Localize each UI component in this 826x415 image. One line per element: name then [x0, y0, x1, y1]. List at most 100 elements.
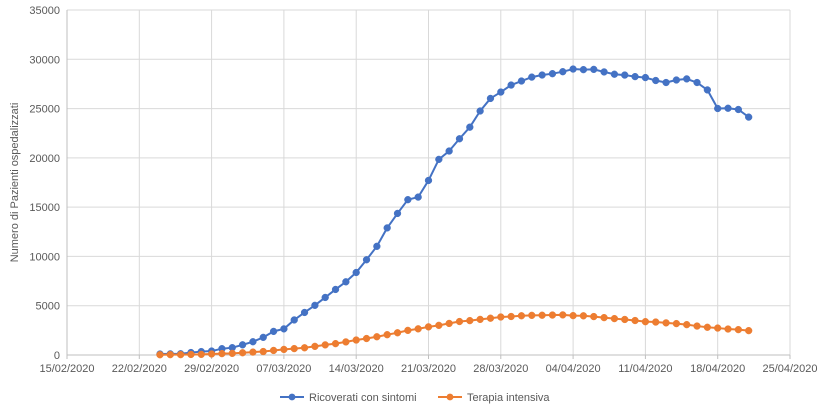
y-tick-label: 30000: [29, 54, 60, 66]
data-point: [548, 70, 557, 78]
data-point: [621, 315, 629, 324]
data-point: [724, 104, 732, 112]
x-tick-label: 14/03/2020: [329, 363, 384, 375]
data-point: [724, 325, 732, 333]
data-point: [238, 341, 247, 349]
data-point: [455, 317, 464, 326]
data-point: [383, 331, 391, 339]
data-point: [559, 311, 567, 319]
data-point: [342, 278, 350, 286]
data-point: [559, 68, 567, 76]
data-point: [269, 327, 278, 336]
data-point: [672, 319, 681, 328]
data-point: [631, 316, 639, 325]
x-tick-label: 21/03/2020: [401, 363, 456, 375]
data-point: [538, 71, 546, 79]
data-point: [435, 155, 443, 164]
y-tick-label: 15000: [29, 202, 60, 214]
data-point: [280, 345, 288, 354]
data-point: [228, 349, 236, 358]
data-point: [321, 341, 329, 349]
data-point: [631, 72, 639, 81]
data-point: [321, 293, 329, 302]
data-point: [683, 320, 691, 329]
data-point: [383, 224, 391, 232]
y-tick-label: 10000: [29, 251, 60, 263]
series-line: [159, 313, 749, 356]
data-point: [641, 73, 650, 82]
y-tick-label: 0: [54, 350, 60, 362]
axis-labels: 0 5000 10000 15000 20000 25000 30000 35000 15/02…: [9, 5, 818, 375]
data-point: [652, 76, 660, 85]
data-point: [714, 324, 722, 332]
x-tick-label: 11/04/2020: [618, 363, 672, 375]
data-point: [269, 346, 278, 355]
data-point: [352, 336, 360, 344]
data-point: [517, 312, 526, 320]
x-tick-label: 18/04/2020: [690, 363, 745, 375]
data-point: [311, 301, 319, 309]
legend: Ricoverati con sintomi Terapia intensiva: [280, 392, 550, 404]
data-point: [218, 349, 226, 358]
data-point: [517, 77, 526, 85]
data-point: [497, 313, 505, 321]
data-point: [352, 268, 360, 277]
data-point: [734, 325, 743, 334]
data-point: [156, 351, 164, 359]
data-point: [569, 65, 577, 73]
data-point: [362, 334, 371, 343]
data-point: [590, 65, 598, 74]
data-point: [300, 308, 309, 317]
data-point: [662, 78, 670, 87]
y-tick-label: 20000: [29, 153, 60, 165]
data-point: [466, 316, 474, 325]
y-tick-label: 25000: [29, 104, 60, 116]
legend-item: Terapia intensiva: [438, 392, 550, 404]
x-tick-label: 29/02/2020: [184, 363, 239, 375]
data-point: [528, 311, 536, 319]
data-point: [693, 322, 701, 330]
x-tick-label: 15/02/2020: [39, 363, 94, 375]
data-point: [486, 314, 495, 322]
series-2: [156, 311, 753, 359]
y-axis-title: Numero di Pazienti ospedalizzati: [9, 103, 21, 263]
legend-label: Terapia intensiva: [467, 392, 550, 404]
data-point: [672, 76, 681, 84]
data-point: [207, 350, 216, 358]
data-point: [683, 75, 691, 83]
data-point: [404, 326, 412, 335]
data-point: [249, 348, 257, 356]
data-point: [466, 123, 474, 131]
data-point: [621, 71, 629, 79]
x-tick-label: 25/04/2020: [762, 363, 817, 375]
y-tick-label: 35000: [29, 5, 60, 17]
legend-swatch-marker: [446, 393, 454, 401]
data-point: [311, 342, 319, 351]
data-point: [259, 347, 267, 356]
data-point: [486, 94, 495, 103]
series-1: [156, 65, 753, 358]
x-tick-label: 04/04/2020: [546, 363, 601, 375]
data-point: [497, 88, 505, 96]
data-point: [455, 135, 464, 143]
legend-swatch-marker: [288, 393, 296, 401]
data-point: [548, 311, 557, 319]
legend-item: Ricoverati con sintomi: [280, 392, 417, 404]
data-point: [373, 333, 381, 341]
data-point: [393, 329, 402, 337]
x-tick-label: 22/02/2020: [112, 363, 167, 375]
data-point: [290, 344, 298, 353]
series-line: [159, 68, 750, 355]
data-point: [590, 312, 598, 321]
data-point: [703, 323, 712, 331]
data-point: [362, 256, 371, 264]
data-point: [693, 78, 701, 87]
data-point: [414, 193, 422, 201]
data-point: [300, 344, 309, 352]
series-group: [156, 65, 753, 359]
data-point: [538, 311, 546, 319]
data-point: [176, 350, 185, 359]
data-point: [238, 349, 247, 357]
